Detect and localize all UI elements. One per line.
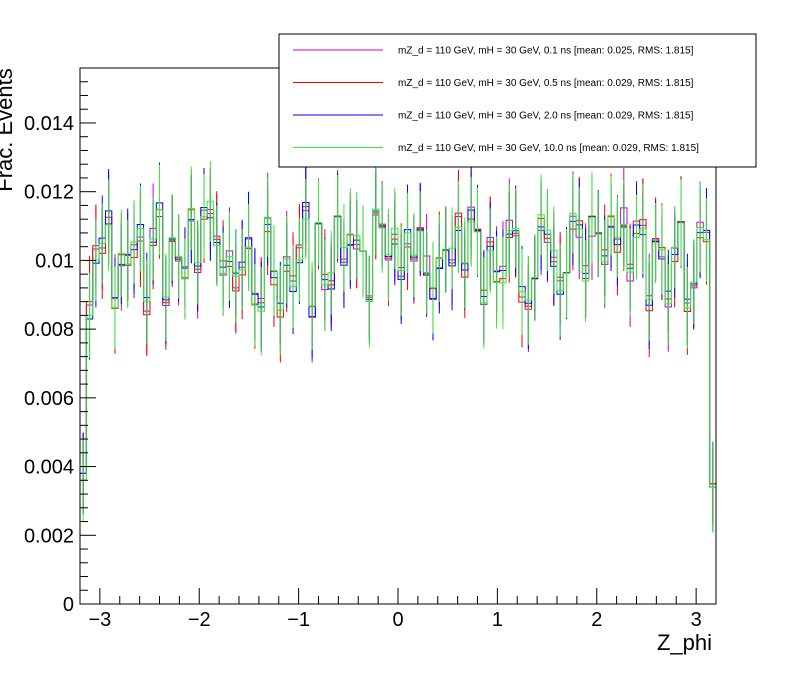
series-4 [79, 160, 717, 604]
axes-layer: −3 −2 −1 0 1 2 3 0 0.002 0.004 0.006 0.008 0.01 0.012… [24, 67, 717, 631]
y-tick-label: 0.006 [24, 388, 74, 410]
y-tick-label: 0.01 [35, 250, 74, 272]
y-tick-label: 0.014 [24, 113, 74, 135]
y-tick-label: 0.012 [24, 182, 74, 204]
x-tick-label: −1 [287, 609, 310, 631]
x-tick-label: 0 [392, 609, 403, 631]
y-tick-label: 0.004 [24, 457, 74, 479]
x-axis-label: Z_phi [657, 630, 712, 655]
y-tick-label: 0.002 [24, 525, 74, 547]
x-tick-label: −2 [188, 609, 211, 631]
legend: mZ_d = 110 GeV, mH = 30 GeV, 0.1 ns [mea… [278, 33, 757, 168]
x-tick-label: −3 [88, 609, 111, 631]
series-4-step-line [79, 200, 717, 604]
series-layer [79, 160, 717, 604]
legend-label: mZ_d = 110 GeV, mH = 30 GeV, 0.1 ns [mea… [398, 46, 694, 57]
legend-label: mZ_d = 110 GeV, mH = 30 GeV, 0.5 ns [mea… [398, 78, 694, 89]
y-tick-label: 0.008 [24, 319, 74, 341]
x-tick-label: 1 [492, 609, 503, 631]
legend-label: mZ_d = 110 GeV, mH = 30 GeV, 10.0 ns [me… [398, 143, 699, 154]
y-tick-label: 0 [63, 594, 74, 616]
legend-box [278, 33, 757, 168]
y-axis-label: Frac. Events [0, 68, 17, 191]
x-tick-label: 3 [691, 609, 702, 631]
x-tick-label: 2 [591, 609, 602, 631]
legend-label: mZ_d = 110 GeV, mH = 30 GeV, 2.0 ns [mea… [398, 111, 694, 122]
